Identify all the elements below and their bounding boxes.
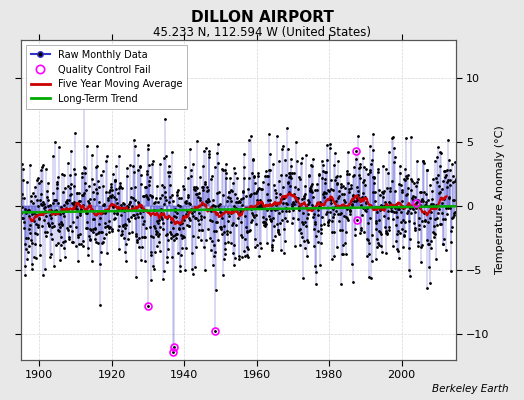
Legend: Raw Monthly Data, Quality Control Fail, Five Year Moving Average, Long-Term Tren: Raw Monthly Data, Quality Control Fail, … [26, 45, 187, 109]
Y-axis label: Temperature Anomaly (°C): Temperature Anomaly (°C) [495, 126, 505, 274]
Text: 45.233 N, 112.594 W (United States): 45.233 N, 112.594 W (United States) [153, 26, 371, 39]
Text: Berkeley Earth: Berkeley Earth [432, 384, 508, 394]
Text: DILLON AIRPORT: DILLON AIRPORT [191, 10, 333, 25]
